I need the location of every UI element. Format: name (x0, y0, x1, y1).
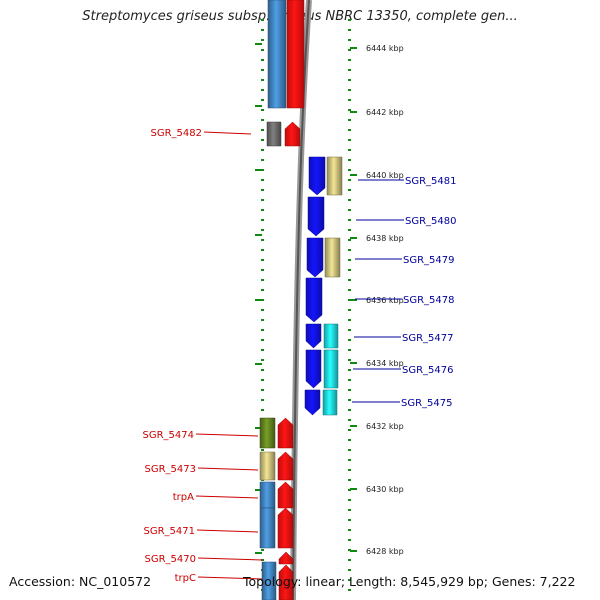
gene-label-sgr_5476[interactable]: SGR_5476 (402, 365, 454, 376)
gene-bar-top-red[interactable] (286, 0, 305, 109)
gene-label-sgr_5481[interactable]: SGR_5481 (405, 176, 457, 187)
gene-bar-sgr5478[interactable] (305, 277, 323, 323)
gene-bar-sgr5474[interactable] (277, 417, 294, 449)
gene-bar-sgr5473-left[interactable] (259, 451, 276, 481)
genome-backbone-core (292, 0, 310, 600)
ruler-tick-label: 6434 kbp (366, 359, 404, 368)
gene-bar-sgr5479-alt[interactable] (324, 237, 341, 278)
gene-bar-sgr5475[interactable] (304, 389, 321, 416)
ruler-tick-label: 6442 kbp (366, 108, 404, 117)
gene-bar-top-steel[interactable] (267, 0, 287, 109)
gene-bar-sgr5473[interactable] (277, 451, 294, 481)
gene-leader-line (197, 576, 263, 580)
gene-leader-line (203, 131, 252, 135)
gene-label-sgr_5479[interactable]: SGR_5479 (403, 255, 455, 266)
gene-bar-sgr5477[interactable] (305, 323, 322, 349)
ruler-tick-label: 6432 kbp (366, 422, 404, 431)
ruler-tick-label: 6444 kbp (366, 44, 404, 53)
gene-bar-sgr5482[interactable] (284, 121, 301, 147)
gene-bar-sgr5480[interactable] (307, 196, 325, 237)
gene-bar-sgr5474-left[interactable] (259, 417, 276, 449)
ruler-tick-label: 6440 kbp (366, 171, 404, 180)
gene-label-sgr_5475[interactable]: SGR_5475 (401, 398, 453, 409)
gene-label-sgr_5471[interactable]: SGR_5471 (144, 526, 196, 537)
gene-leader-line (196, 529, 259, 533)
gene-bar-trpc-left[interactable] (261, 561, 277, 600)
gene-label-sgr_5477[interactable]: SGR_5477 (402, 333, 454, 344)
ruler-tick-label: 6430 kbp (366, 485, 404, 494)
gene-bar-sgr5479[interactable] (306, 237, 324, 278)
gene-label-sgr_5478[interactable]: SGR_5478 (403, 295, 455, 306)
gene-label-sgr_5474[interactable]: SGR_5474 (143, 430, 195, 441)
gene-label-trpa[interactable]: trpA (173, 492, 194, 503)
gene-bar-sgr5477-alt[interactable] (323, 323, 339, 349)
gene-bar-trpa-left[interactable] (259, 481, 276, 509)
gene-bar-sgr5476[interactable] (305, 349, 322, 389)
ruler-tick-label: 6438 kbp (366, 234, 404, 243)
gene-bar-sgr5481-alt[interactable] (326, 156, 343, 196)
ruler-tick-label: 6428 kbp (366, 547, 404, 556)
gene-bar-trpc[interactable] (278, 564, 294, 600)
gene-leader-line (197, 557, 263, 561)
gene-label-trpc[interactable]: trpC (175, 573, 196, 584)
gene-leader-line (197, 467, 259, 471)
gene-label-sgr_5473[interactable]: SGR_5473 (145, 464, 197, 475)
gene-label-sgr_5480[interactable]: SGR_5480 (405, 216, 457, 227)
gene-label-sgr_5482[interactable]: SGR_5482 (151, 128, 203, 139)
gene-bar-sgr5470[interactable] (278, 551, 294, 565)
gene-bar-sgr5475-alt[interactable] (322, 389, 338, 416)
gene-leader-line (195, 495, 259, 499)
gene-bar-trpa[interactable] (277, 481, 294, 509)
gene-bar-sgr5482-left[interactable] (266, 121, 282, 147)
gene-bar-sgr5481[interactable] (308, 156, 326, 196)
gene-bar-sgr5471-left[interactable] (259, 507, 276, 549)
gene-bar-sgr5471[interactable] (277, 507, 294, 549)
accession-label: Accession: NC_010572 (9, 574, 152, 589)
ruler-tick-label: 6436 kbp (366, 296, 404, 305)
topology-label: Topology: linear; Length: 8,545,929 bp; … (243, 574, 576, 589)
gene-leader-line (195, 433, 259, 437)
gene-label-sgr_5470[interactable]: SGR_5470 (145, 554, 197, 565)
gene-bar-sgr5476-alt[interactable] (323, 349, 339, 389)
